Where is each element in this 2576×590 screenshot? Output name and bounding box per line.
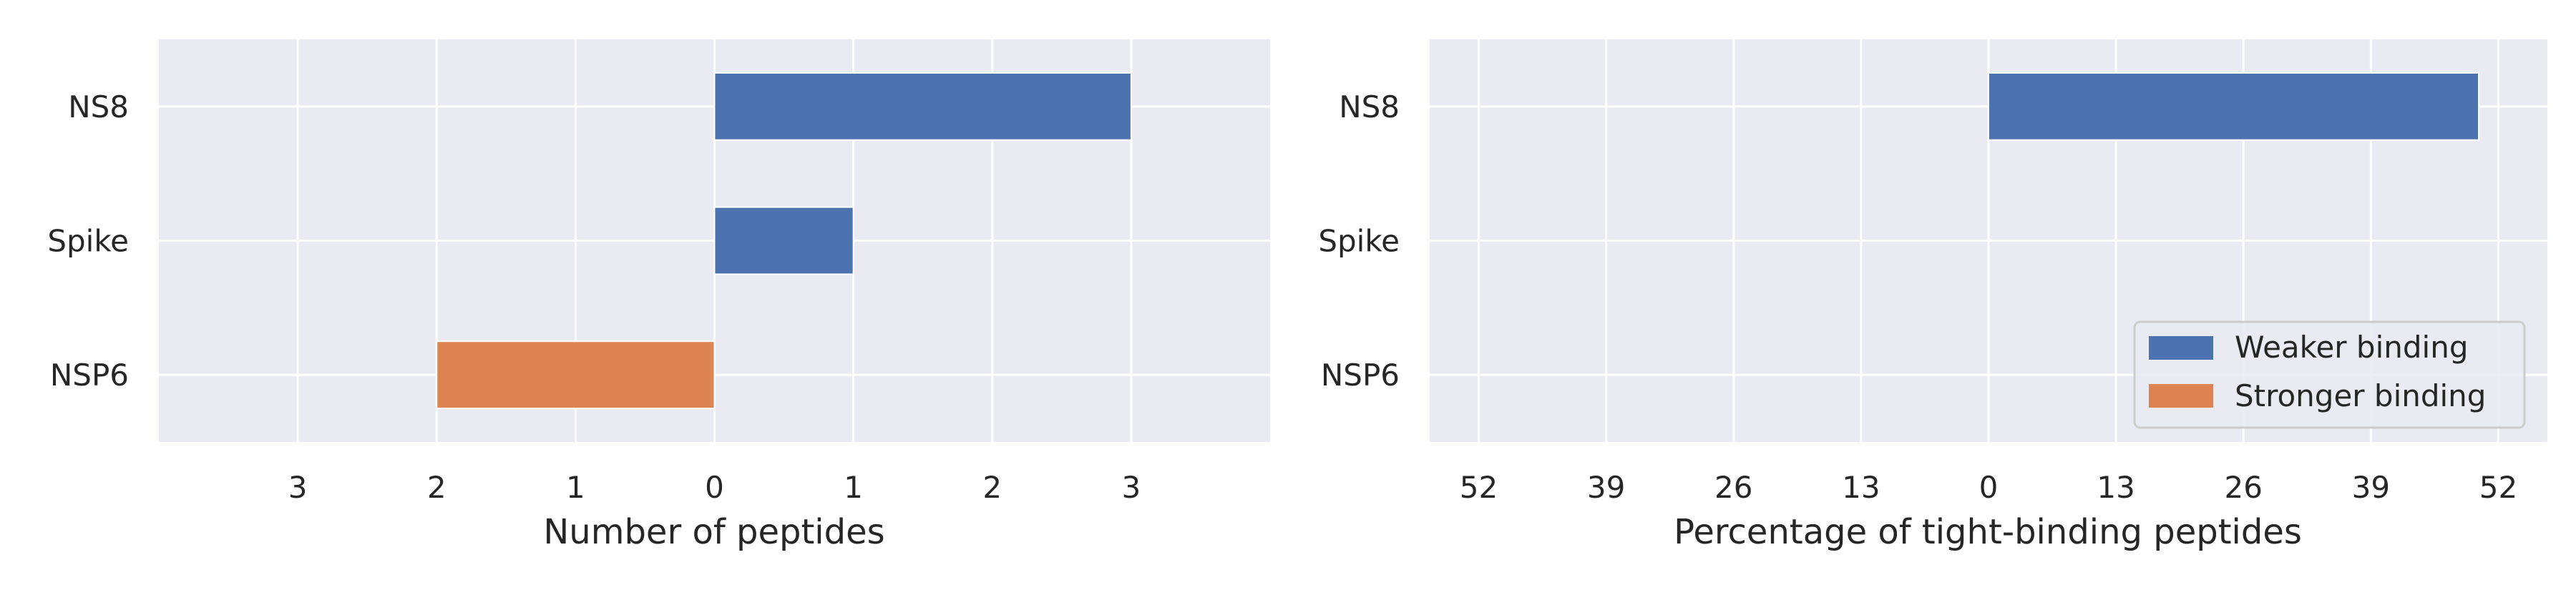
legend: Weaker binding Stronger binding [2133,320,2526,429]
x-tick-label: 0 [1979,470,1999,505]
y-tick-label: NSP6 [50,358,129,393]
bar-weaker-binding-ns8 [1988,72,2480,141]
bar-stronger-binding-nsp6 [436,340,716,410]
x-tick-label: 2 [427,470,447,505]
panel-number-of-peptides: NS8 Spike NSP6 3 2 1 0 1 2 3 Number of peptides [47,39,1270,552]
y-tick-label: NS8 [68,89,129,124]
panel-percentage-tight-binding: NS8 Spike NSP6 52 39 26 13 0 13 26 39 52 Percentag… [1318,39,2547,552]
x-tick-label: 39 [1587,470,1625,505]
x-tick-label: 13 [1842,470,1880,505]
x-tick-label: 1 [566,470,585,505]
y-tick-label: Spike [47,224,129,259]
x-tick-label: 0 [705,470,724,505]
x-axis-label: Percentage of tight-binding peptides [1674,512,2302,552]
legend-label-stronger-binding: Stronger binding [2235,378,2486,413]
y-tick-labels: NS8 Spike NSP6 [1318,89,1400,393]
x-axis-label: Number of peptides [543,512,884,552]
legend-swatch-stronger-binding [2149,384,2213,408]
y-tick-label: NS8 [1339,89,1400,124]
y-tick-label: NSP6 [1321,358,1400,393]
legend-swatch-weaker-binding [2149,336,2213,360]
x-tick-label: 3 [1122,470,1141,505]
bar-weaker-binding-ns8 [713,72,1132,141]
x-tick-label: 26 [1714,470,1752,505]
y-tick-label: Spike [1318,224,1400,259]
x-tick-label: 52 [1460,470,1498,505]
y-tick-labels: NS8 Spike NSP6 [47,89,129,393]
x-tick-label: 3 [288,470,308,505]
legend-frame [2133,320,2526,429]
x-tick-label: 26 [2225,470,2263,505]
bars [436,72,1132,410]
bar-weaker-binding-spike [713,206,854,275]
x-tick-label: 2 [982,470,1002,505]
x-tick-label: 1 [844,470,863,505]
legend-label-weaker-binding: Weaker binding [2235,330,2468,365]
x-tick-label: 13 [2097,470,2135,505]
x-tick-label: 39 [2352,470,2390,505]
x-tick-labels: 3 2 1 0 1 2 3 [288,470,1141,505]
x-tick-label: 52 [2479,470,2517,505]
bars [1988,72,2480,141]
x-tick-labels: 52 39 26 13 0 13 26 39 52 [1460,470,2517,505]
